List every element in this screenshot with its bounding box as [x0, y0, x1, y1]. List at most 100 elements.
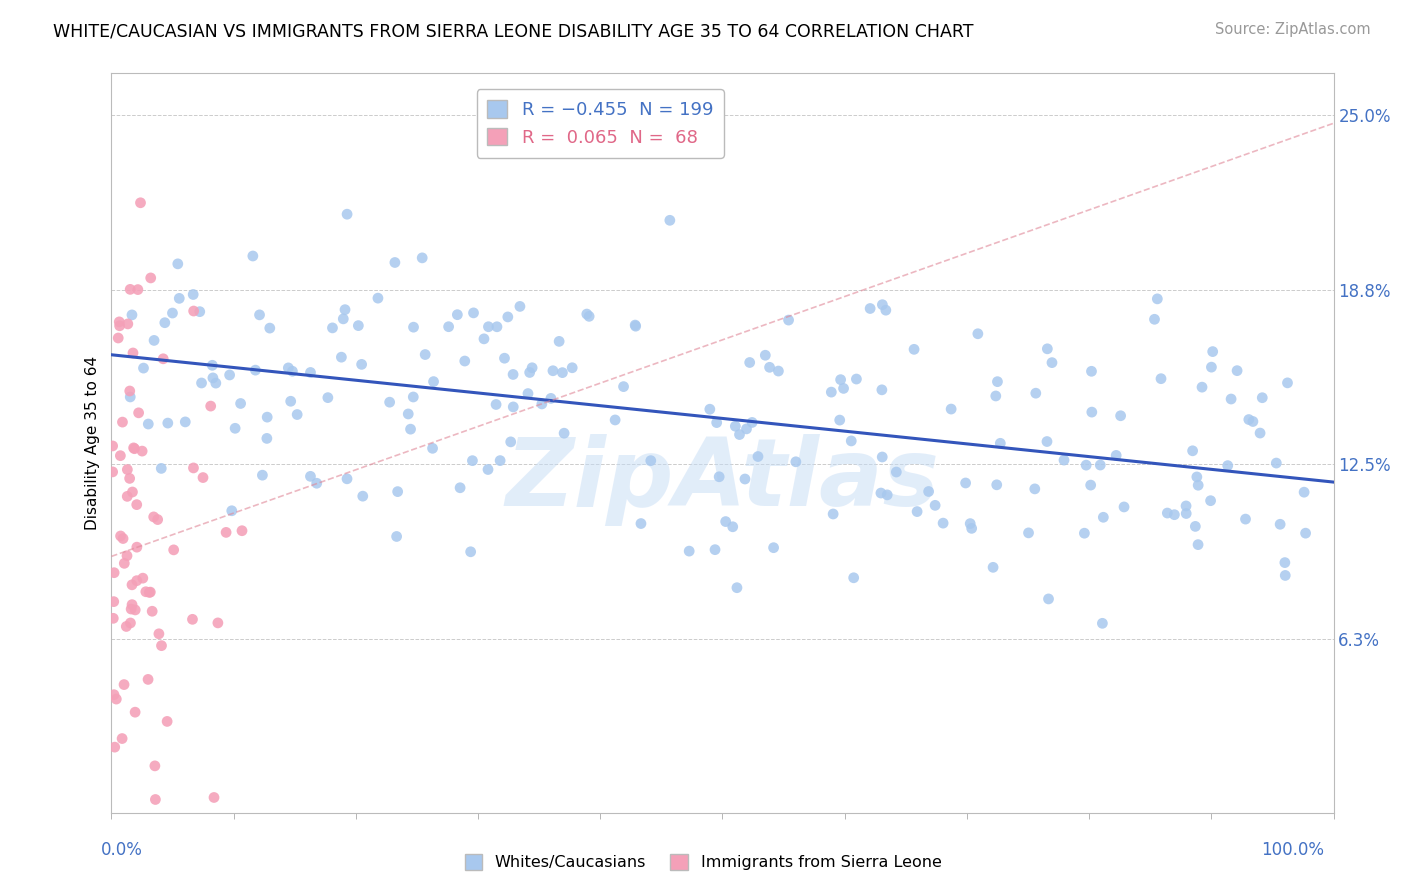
Point — [153, 316, 176, 330]
Point — [699, 402, 721, 417]
Point — [321, 321, 343, 335]
Y-axis label: Disability Age 35 to 64: Disability Age 35 to 64 — [86, 356, 100, 530]
Point — [477, 319, 499, 334]
Point — [875, 303, 897, 318]
Point — [125, 540, 148, 554]
Point — [832, 381, 855, 395]
Text: WHITE/CAUCASIAN VS IMMIGRANTS FROM SIERRA LEONE DISABILITY AGE 35 TO 64 CORRELAT: WHITE/CAUCASIAN VS IMMIGRANTS FROM SIERR… — [53, 22, 974, 40]
Point — [721, 520, 744, 534]
Point — [959, 516, 981, 531]
Point — [330, 350, 353, 364]
Point — [215, 525, 238, 540]
Point — [984, 389, 1007, 403]
Point — [612, 379, 634, 393]
Point — [1201, 360, 1223, 375]
Point — [129, 195, 152, 210]
Point — [1274, 568, 1296, 582]
Point — [678, 544, 700, 558]
Point — [1199, 493, 1222, 508]
Point — [485, 397, 508, 411]
Point — [110, 449, 132, 463]
Point — [986, 375, 1008, 389]
Legend: Whites/Caucasians, Immigrants from Sierra Leone: Whites/Caucasians, Immigrants from Sierr… — [458, 848, 948, 877]
Point — [111, 731, 134, 746]
Point — [932, 516, 955, 530]
Point — [502, 400, 524, 414]
Point — [115, 549, 138, 563]
Point — [1175, 507, 1198, 521]
Point — [124, 603, 146, 617]
Point — [828, 413, 851, 427]
Point — [1187, 538, 1209, 552]
Point — [1081, 405, 1104, 419]
Point — [859, 301, 882, 316]
Point — [714, 515, 737, 529]
Point — [122, 346, 145, 360]
Legend: R = −0.455  N = 199, R =  0.065  N =  68: R = −0.455 N = 199, R = 0.065 N = 68 — [477, 89, 724, 158]
Point — [150, 639, 173, 653]
Point — [125, 498, 148, 512]
Point — [530, 397, 553, 411]
Point — [1105, 449, 1128, 463]
Point — [437, 319, 460, 334]
Point — [1251, 391, 1274, 405]
Point — [135, 584, 157, 599]
Point — [519, 366, 541, 380]
Point — [280, 394, 302, 409]
Point — [139, 585, 162, 599]
Point — [299, 469, 322, 483]
Point — [1249, 425, 1271, 440]
Point — [1265, 456, 1288, 470]
Point — [1220, 392, 1243, 406]
Point — [876, 488, 898, 502]
Text: ZipAtlas: ZipAtlas — [506, 434, 939, 526]
Point — [734, 472, 756, 486]
Point — [281, 364, 304, 378]
Point — [350, 357, 373, 371]
Point — [1080, 478, 1102, 492]
Point — [1090, 458, 1112, 472]
Point — [143, 759, 166, 773]
Point — [124, 442, 146, 456]
Point — [205, 376, 228, 390]
Point — [1143, 312, 1166, 326]
Text: Source: ZipAtlas.com: Source: ZipAtlas.com — [1215, 22, 1371, 37]
Point — [1295, 526, 1317, 541]
Point — [141, 604, 163, 618]
Point — [741, 416, 763, 430]
Point — [605, 413, 627, 427]
Point — [477, 462, 499, 476]
Point — [1187, 478, 1209, 492]
Point — [132, 361, 155, 376]
Point — [121, 308, 143, 322]
Point — [1025, 386, 1047, 401]
Point — [396, 407, 419, 421]
Point — [1274, 556, 1296, 570]
Point — [1294, 485, 1316, 500]
Point — [115, 619, 138, 633]
Point — [986, 478, 1008, 492]
Point — [207, 615, 229, 630]
Point — [163, 542, 186, 557]
Point — [108, 318, 131, 333]
Point — [706, 416, 728, 430]
Point — [830, 373, 852, 387]
Point — [449, 481, 471, 495]
Point — [747, 450, 769, 464]
Point — [105, 692, 128, 706]
Point — [624, 319, 647, 334]
Point — [256, 431, 278, 445]
Point — [221, 504, 243, 518]
Point — [121, 485, 143, 500]
Point — [872, 298, 894, 312]
Point — [988, 436, 1011, 450]
Point — [277, 360, 299, 375]
Point — [190, 376, 212, 390]
Point — [145, 792, 167, 806]
Point — [422, 375, 444, 389]
Point — [762, 541, 785, 555]
Point — [152, 351, 174, 366]
Point — [870, 450, 893, 464]
Point — [624, 318, 647, 332]
Point — [541, 364, 564, 378]
